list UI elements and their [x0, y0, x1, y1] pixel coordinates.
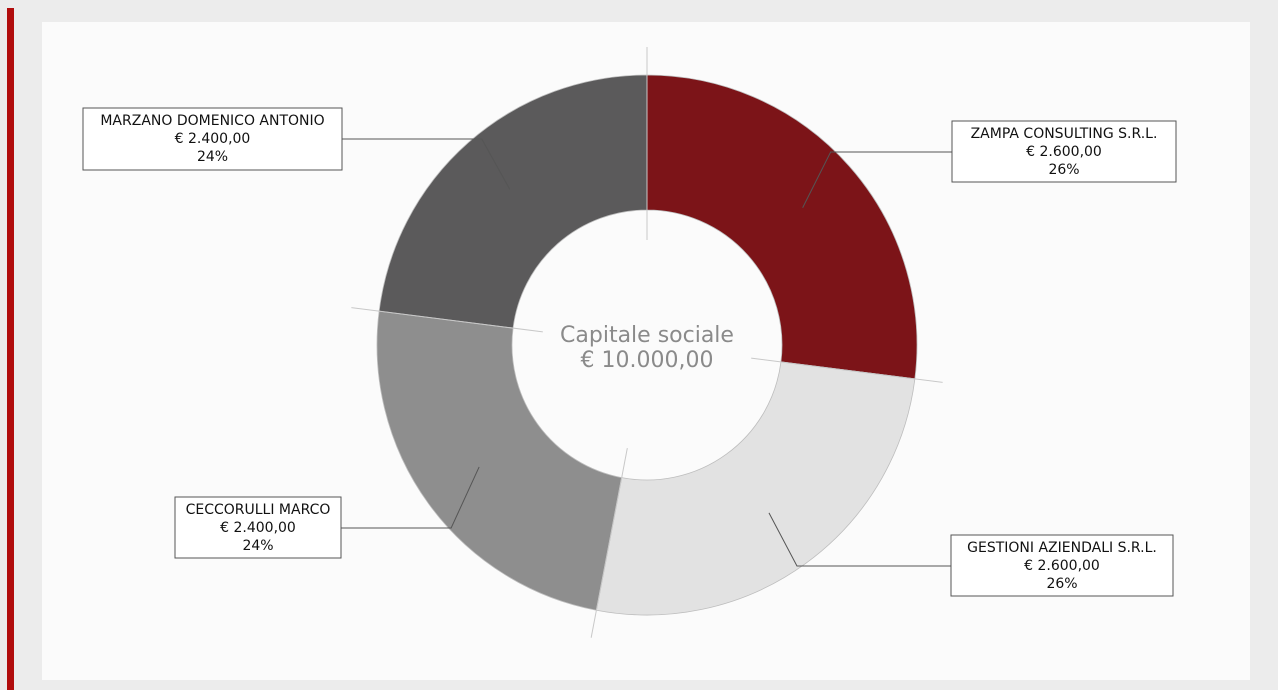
center-label-total: € 10.000,00	[581, 348, 714, 373]
callout-zampa-consulting-s-r-l: ZAMPA CONSULTING S.R.L. € 2.600,00 26%	[951, 120, 1177, 183]
callout-ceccorulli-marco: CECCORULLI MARCO € 2.400,00 24%	[174, 496, 342, 559]
leader-lines	[341, 138, 952, 567]
divider-tick-2	[590, 448, 628, 638]
callout-box	[950, 534, 1174, 597]
callout-name: ZAMPA CONSULTING S.R.L.	[971, 126, 1158, 142]
slice-zampa-consulting-s-r-l[interactable]	[646, 74, 918, 380]
leader-line-ceccorulli-marco	[341, 466, 480, 529]
leader-line-marzano-domenico-antonio	[342, 138, 511, 190]
slice-gestioni-aziendali-s-r-l[interactable]	[595, 361, 916, 616]
slices-layer	[376, 74, 918, 616]
leader-line-zampa-consulting-s-r-l	[802, 151, 952, 209]
callout-value: € 2.600,00	[1026, 144, 1102, 160]
divider-tick-1	[751, 357, 943, 383]
callout-name: MARZANO DOMENICO ANTONIO	[100, 113, 324, 129]
divider-tick-3	[351, 307, 543, 333]
center-label: Capitale sociale € 10.000,00	[560, 323, 734, 373]
callout-value: € 2.400,00	[220, 520, 296, 536]
center-label-title: Capitale sociale	[560, 323, 734, 348]
callout-name: GESTIONI AZIENDALI S.R.L.	[967, 540, 1157, 556]
callout-box	[951, 120, 1177, 183]
callout-percent: 24%	[242, 538, 273, 554]
callout-labels: ZAMPA CONSULTING S.R.L.€ 2.600,0026%GEST…	[82, 107, 1177, 597]
accent-bar	[7, 8, 14, 690]
callout-name: CECCORULLI MARCO	[186, 502, 331, 518]
slice-marzano-domenico-antonio[interactable]	[378, 74, 648, 329]
leader-line-gestioni-aziendali-s-r-l	[768, 512, 951, 567]
callout-percent: 24%	[197, 149, 228, 165]
slice-divider-ticks	[351, 47, 943, 638]
callout-percent: 26%	[1048, 162, 1079, 178]
slice-ceccorulli-marco[interactable]	[376, 310, 623, 611]
callout-gestioni-aziendali-s-r-l: GESTIONI AZIENDALI S.R.L. € 2.600,00 26%	[950, 534, 1174, 597]
callout-value: € 2.600,00	[1024, 558, 1100, 574]
callout-box	[174, 496, 342, 559]
callout-box	[82, 107, 343, 171]
callout-percent: 26%	[1046, 576, 1077, 592]
callout-value: € 2.400,00	[175, 131, 251, 147]
callout-marzano-domenico-antonio: MARZANO DOMENICO ANTONIO € 2.400,00 24%	[82, 107, 343, 171]
